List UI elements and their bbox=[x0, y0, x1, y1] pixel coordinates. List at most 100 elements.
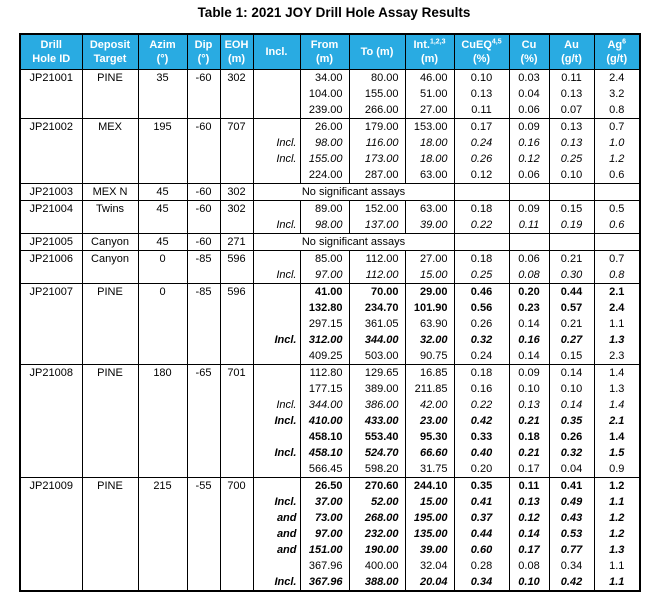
cell-ag: 1.1 bbox=[593, 315, 641, 332]
hole-group-row: JP21008 PINE 180 -65 701 112.80 129.65 16.85 0.1… bbox=[19, 363, 641, 477]
cell-incl-label bbox=[252, 68, 301, 86]
cell-eoh: 302 bbox=[219, 182, 254, 200]
cell-ag: 1.2 bbox=[593, 525, 641, 542]
cell-au: 0.15 bbox=[548, 347, 595, 364]
cell-from: 132.80 bbox=[299, 299, 350, 316]
cell-cu: 0.14 bbox=[508, 315, 550, 332]
cell-au: 0.13 bbox=[548, 134, 595, 151]
cell-cu: 0.08 bbox=[508, 557, 550, 574]
cell-deposit-target: PINE bbox=[81, 282, 139, 364]
cell-incl-label: and bbox=[252, 525, 301, 542]
cell-cueq: 0.56 bbox=[453, 299, 510, 316]
cell-to: 112.00 bbox=[348, 249, 406, 267]
cell-cueq: 0.33 bbox=[453, 428, 510, 445]
col-header-azim-unit: (°) bbox=[156, 52, 169, 65]
cell-interval: 15.00 bbox=[404, 493, 455, 510]
cell-cu: 0.12 bbox=[508, 150, 550, 167]
col-header-int-label: Int.1,2,3 bbox=[413, 38, 446, 51]
hole-group-row: JP21003 MEX N 45 -60 302 No significant assay… bbox=[19, 182, 641, 200]
cell-cueq-empty bbox=[453, 232, 510, 250]
interval-row: Incl. 37.00 52.00 15.00 0.41 0.13 0.49 1.1 bbox=[20, 493, 641, 510]
cell-ag: 1.4 bbox=[593, 428, 641, 445]
col-header-incl: Incl. bbox=[252, 33, 301, 70]
interval-row: and 73.00 268.00 195.00 0.37 0.12 0.43 1.2 bbox=[20, 509, 641, 526]
col-header-from-label: From bbox=[310, 38, 339, 51]
cell-deposit-target: Canyon bbox=[81, 249, 139, 283]
col-header-ag-label: Ag6 bbox=[607, 38, 627, 51]
cell-cueq: 0.17 bbox=[453, 117, 510, 135]
col-header-eoh-unit: (m) bbox=[227, 52, 246, 65]
cell-au: 0.07 bbox=[548, 101, 595, 118]
cell-cueq: 0.34 bbox=[453, 573, 510, 591]
col-header-ag: Ag6 (g/t) bbox=[593, 33, 641, 70]
cell-au: 0.15 bbox=[548, 199, 595, 217]
cell-au: 0.77 bbox=[548, 541, 595, 558]
cell-azimuth: 0 bbox=[137, 282, 188, 364]
cell-cueq: 0.32 bbox=[453, 331, 510, 348]
col-header-au: Au (g/t) bbox=[548, 33, 595, 70]
cell-cueq: 0.13 bbox=[453, 85, 510, 102]
cell-to: 344.00 bbox=[348, 331, 406, 348]
cell-cueq: 0.37 bbox=[453, 509, 510, 526]
cell-from: 177.15 bbox=[299, 380, 350, 397]
assay-results-table: Drill Hole ID Deposit Target Azim (°) Dip (°) EO… bbox=[19, 33, 641, 592]
cell-ag: 0.7 bbox=[593, 117, 641, 135]
cell-ag: 1.2 bbox=[593, 150, 641, 167]
cell-interval: 211.85 bbox=[404, 380, 455, 397]
cell-interval: 66.60 bbox=[404, 444, 455, 461]
cell-from: 224.00 bbox=[299, 166, 350, 183]
cell-azimuth: 195 bbox=[137, 117, 188, 183]
cell-interval: 101.90 bbox=[404, 299, 455, 316]
cell-ag: 1.5 bbox=[593, 444, 641, 461]
interval-row: Incl. 312.00 344.00 32.00 0.32 0.16 0.27 1.3 bbox=[20, 331, 641, 348]
col-header-cu-unit: (%) bbox=[520, 52, 538, 65]
cell-no-significant-assays: No significant assays bbox=[252, 182, 455, 200]
cell-interval: 32.00 bbox=[404, 331, 455, 348]
hole-group-row: JP21009 PINE 215 -55 700 26.50 270.60 244.10 0.3… bbox=[19, 476, 641, 591]
cell-ag: 1.3 bbox=[593, 380, 641, 397]
cell-cu: 0.11 bbox=[508, 476, 550, 494]
cell-to: 137.00 bbox=[348, 216, 406, 233]
cell-incl-label: Incl. bbox=[252, 134, 301, 151]
cell-au-empty bbox=[548, 232, 595, 250]
cell-au: 0.10 bbox=[548, 166, 595, 183]
col-header-deposit-target-unit: Target bbox=[93, 52, 127, 65]
hole-group-row: JP21005 Canyon 45 -60 271 No significant assa… bbox=[19, 232, 641, 250]
cell-au: 0.30 bbox=[548, 266, 595, 283]
cell-to: 598.20 bbox=[348, 460, 406, 477]
cell-cueq: 0.12 bbox=[453, 166, 510, 183]
cell-from: 367.96 bbox=[299, 573, 350, 591]
interval-row: Incl. 155.00 173.00 18.00 0.26 0.12 0.25 1.2 bbox=[20, 150, 641, 167]
cell-azimuth: 45 bbox=[137, 232, 188, 250]
cell-azimuth: 35 bbox=[137, 68, 188, 118]
cell-to: 266.00 bbox=[348, 101, 406, 118]
cell-cueq: 0.16 bbox=[453, 380, 510, 397]
cell-to: 287.00 bbox=[348, 166, 406, 183]
cell-au: 0.04 bbox=[548, 460, 595, 477]
col-header-dip: Dip (°) bbox=[186, 33, 221, 70]
cell-to: 433.00 bbox=[348, 412, 406, 429]
cell-hole-id: JP21002 bbox=[19, 117, 83, 183]
cell-ag: 0.8 bbox=[593, 101, 641, 118]
cell-au: 0.43 bbox=[548, 509, 595, 526]
hole-group-row: JP21002 MEX 195 -60 707 26.00 179.00 153.00 0.17… bbox=[19, 117, 641, 183]
interval-row: 566.45 598.20 31.75 0.20 0.17 0.04 0.9 bbox=[20, 460, 641, 477]
cell-interval: 27.00 bbox=[404, 249, 455, 267]
cell-deposit-target: PINE bbox=[81, 476, 139, 591]
col-header-to: To (m) bbox=[348, 33, 406, 70]
col-header-deposit-target: Deposit Target bbox=[81, 33, 139, 70]
cell-cueq: 0.11 bbox=[453, 101, 510, 118]
cell-to: 503.00 bbox=[348, 347, 406, 364]
cell-eoh: 302 bbox=[219, 199, 254, 233]
cell-cu: 0.21 bbox=[508, 412, 550, 429]
cell-to: 386.00 bbox=[348, 396, 406, 413]
cell-to: 116.00 bbox=[348, 134, 406, 151]
cell-to: 232.00 bbox=[348, 525, 406, 542]
cell-cu: 0.13 bbox=[508, 396, 550, 413]
cell-cueq: 0.26 bbox=[453, 150, 510, 167]
col-header-cueq-unit: (%) bbox=[472, 52, 491, 65]
cell-hole-id: JP21001 bbox=[19, 68, 83, 118]
interval-row: Incl. 98.00 116.00 18.00 0.24 0.16 0.13 1.0 bbox=[20, 134, 641, 151]
cell-azimuth: 180 bbox=[137, 363, 188, 477]
interval-row: 104.00 155.00 51.00 0.13 0.04 0.13 3.2 bbox=[20, 85, 641, 102]
